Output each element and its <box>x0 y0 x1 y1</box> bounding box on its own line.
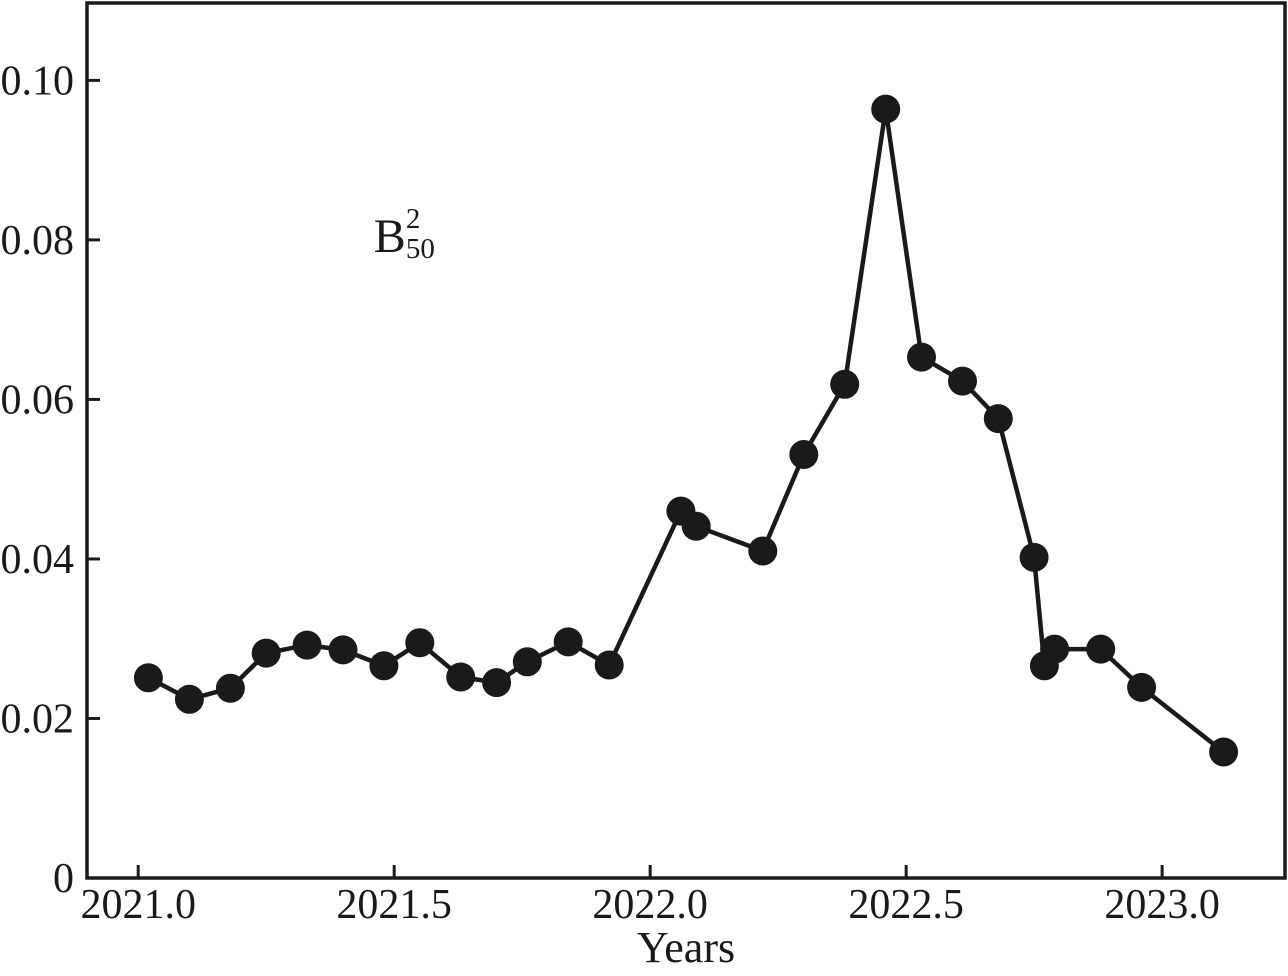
data-point-marker <box>1086 634 1116 664</box>
data-point-marker <box>1019 542 1049 572</box>
y-tick-label: 0.06 <box>1 377 75 423</box>
data-point-marker <box>748 536 778 566</box>
x-tick-label: 2022.0 <box>592 882 708 928</box>
data-point-marker <box>328 635 358 665</box>
data-point-marker <box>871 94 901 124</box>
plot-frame <box>85 1 1287 880</box>
x-tick-label: 2023.0 <box>1104 882 1220 928</box>
data-point-marker <box>215 673 245 703</box>
data-point-marker <box>907 342 936 372</box>
x-tick-label: 2021.5 <box>336 882 452 928</box>
data-point-marker <box>405 628 435 658</box>
data-point-marker <box>1127 672 1157 702</box>
data-point-marker <box>1209 737 1239 767</box>
data-point-marker <box>482 668 512 698</box>
data-point-marker <box>553 627 583 657</box>
x-axis-label: Years <box>637 923 735 972</box>
y-tick-label: 0.02 <box>1 696 75 742</box>
y-tick-label: 0 <box>53 856 74 902</box>
data-point-marker <box>1040 634 1070 664</box>
y-tick-label: 0.10 <box>1 58 75 104</box>
x-tick-label: 2022.5 <box>848 882 964 928</box>
data-point-marker <box>594 650 624 680</box>
data-point-marker <box>983 404 1013 434</box>
y-tick-label: 0.04 <box>1 537 75 583</box>
data-point-marker <box>789 440 819 469</box>
data-point-marker <box>174 684 204 714</box>
data-point-marker <box>512 647 542 677</box>
data-point-marker <box>681 511 711 541</box>
data-point-marker <box>369 651 399 681</box>
data-point-marker <box>446 662 476 692</box>
annotation-b50-label: B2 50 <box>374 203 435 265</box>
data-point-marker <box>133 663 163 693</box>
data-point-marker <box>830 369 860 399</box>
data-point-marker <box>251 638 281 668</box>
annotation-subscript: 50 <box>406 233 435 265</box>
data-point-marker <box>948 366 977 396</box>
data-point-marker <box>292 630 322 660</box>
y-tick-label: 0.08 <box>1 218 75 264</box>
annotation-superscript: 2 <box>406 203 421 235</box>
x-tick-label: 2021.0 <box>80 882 196 928</box>
